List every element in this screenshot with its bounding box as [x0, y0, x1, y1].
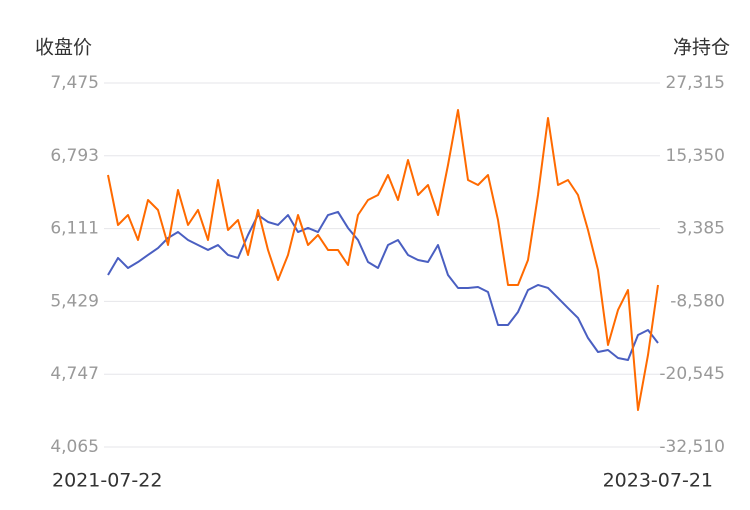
y-tick-label: 4,747 [50, 364, 99, 384]
y-tick-label: 5,429 [50, 291, 99, 311]
y2-tick-label: -20,545 [659, 364, 725, 384]
y-axis-title: 收盘价 [35, 37, 92, 59]
y2-tick-label: 3,385 [676, 219, 725, 239]
y2-tick-label: -32,510 [659, 437, 725, 457]
y-tick-label: 6,111 [50, 219, 99, 239]
x-tick-label: 2021-07-22 [52, 470, 162, 492]
y-tick-label: 7,475 [50, 73, 99, 93]
y2-axis-title: 净持仓 [673, 37, 730, 59]
y2-tick-label: -8,580 [670, 291, 725, 311]
y2-tick-label: 27,315 [666, 73, 725, 93]
y2-tick-label: 15,350 [666, 146, 725, 166]
y-tick-label: 6,793 [50, 146, 99, 166]
data-line [107, 109, 659, 411]
x-tick-label: 2023-07-21 [603, 470, 713, 492]
data-line [107, 210, 659, 361]
y-tick-label: 4,065 [50, 437, 99, 457]
